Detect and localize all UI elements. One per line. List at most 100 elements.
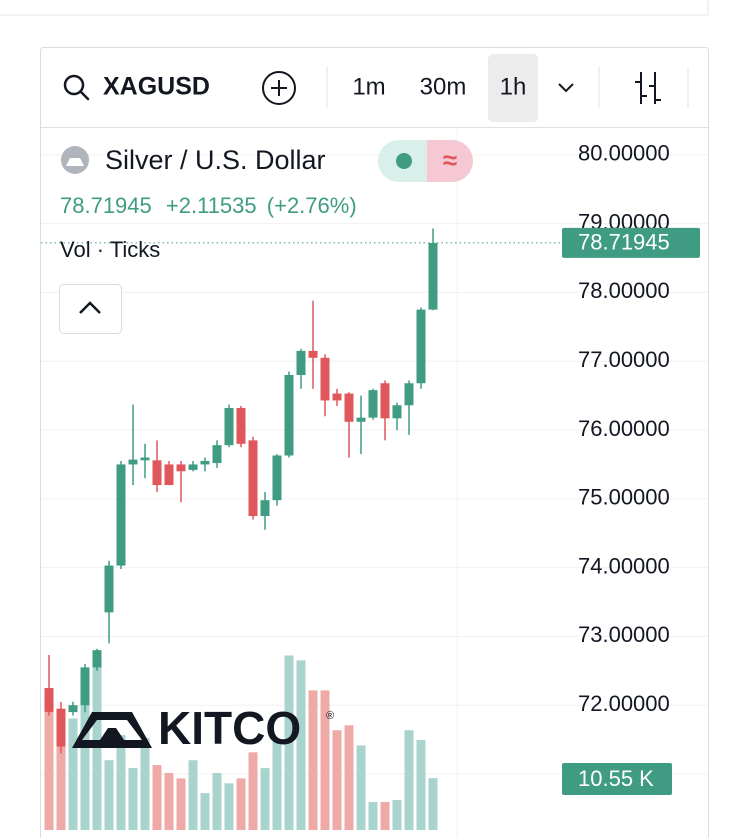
volume-bar bbox=[356, 745, 366, 830]
y-tick-label: 80.00000 bbox=[578, 141, 670, 166]
collapse-button[interactable] bbox=[59, 284, 122, 334]
active-interval-bg bbox=[488, 54, 538, 122]
volume-bar bbox=[212, 772, 222, 830]
candle-body bbox=[416, 309, 426, 384]
y-tick-label: 72.00000 bbox=[578, 691, 670, 716]
volume-bar bbox=[44, 688, 54, 830]
compare-button[interactable] bbox=[262, 71, 296, 105]
search-icon bbox=[63, 74, 85, 96]
volume-bar bbox=[428, 778, 438, 830]
volume-bar bbox=[272, 740, 282, 830]
volume-bar bbox=[248, 752, 258, 830]
candle-body bbox=[188, 464, 198, 470]
volume-bar bbox=[68, 718, 78, 830]
watermark-mark: ® bbox=[326, 710, 334, 722]
volume-bar bbox=[128, 768, 138, 830]
candle-body bbox=[164, 464, 174, 486]
y-tick-label: 75.00000 bbox=[578, 485, 670, 510]
legend-change: +2.11535 bbox=[166, 193, 257, 218]
legend-values: 78.71945 +2.11535 (+2.76%) bbox=[60, 193, 357, 218]
candle-body bbox=[212, 445, 222, 464]
search-icon-handle bbox=[79, 90, 90, 101]
volume-bar bbox=[308, 690, 318, 830]
legend-price: 78.71945 bbox=[60, 193, 152, 218]
watermark-logo bbox=[72, 712, 152, 748]
search-button[interactable]: XAGUSD bbox=[63, 73, 210, 101]
volume-bar bbox=[404, 730, 414, 830]
candle-body bbox=[200, 460, 210, 465]
candle-body bbox=[272, 455, 282, 501]
candle-body bbox=[308, 350, 318, 358]
candle-body bbox=[356, 417, 366, 422]
y-tick-label: 77.00000 bbox=[578, 347, 670, 372]
volume-bar bbox=[260, 768, 270, 830]
interval-button[interactable]: 1m bbox=[352, 73, 385, 100]
volume-legend: Vol · Ticks bbox=[60, 237, 160, 262]
candle-body bbox=[44, 688, 54, 713]
volume-bar bbox=[188, 760, 198, 830]
watermark: KITCO ® bbox=[72, 702, 334, 754]
volume-bar bbox=[140, 738, 150, 830]
interval-button[interactable]: 30m bbox=[420, 73, 467, 100]
volume-bar bbox=[164, 772, 174, 830]
candle-body bbox=[344, 393, 354, 422]
candle-body bbox=[260, 500, 270, 517]
volume-bar bbox=[296, 660, 306, 830]
volume-bar bbox=[320, 690, 330, 830]
candle-body bbox=[92, 650, 102, 668]
candle-body bbox=[56, 708, 66, 747]
candle-body bbox=[404, 383, 414, 406]
interval-button-active[interactable]: 1h bbox=[500, 73, 527, 100]
volume-bar bbox=[284, 655, 294, 830]
plus-circle bbox=[262, 71, 296, 105]
candle-body bbox=[128, 459, 138, 465]
volume-badge bbox=[562, 763, 672, 795]
volume-bar bbox=[416, 740, 426, 830]
y-tick-label: 74.00000 bbox=[578, 553, 670, 578]
chevron-up bbox=[79, 301, 101, 314]
widget-frame bbox=[40, 47, 709, 838]
volume-bar bbox=[224, 783, 234, 830]
status-pill-right bbox=[427, 140, 473, 182]
watermark-text: KITCO bbox=[158, 702, 301, 754]
candle-body bbox=[224, 408, 234, 446]
candle-body bbox=[428, 242, 438, 310]
y-tick-label: 76.00000 bbox=[578, 416, 670, 441]
legend-title: Silver / U.S. Dollar bbox=[105, 145, 326, 175]
volume-bar bbox=[116, 735, 126, 830]
candle-body bbox=[116, 464, 126, 566]
interval-dropdown[interactable] bbox=[558, 83, 574, 93]
candle-body bbox=[380, 383, 390, 419]
legend: Silver / U.S. Dollar ≈ 78.71945 +2.11535… bbox=[59, 140, 473, 334]
chart-style-button[interactable] bbox=[635, 72, 661, 104]
last-price-badge bbox=[562, 227, 700, 258]
candle-body bbox=[284, 374, 294, 456]
market-status-dot bbox=[396, 153, 412, 169]
candle-body bbox=[368, 390, 378, 418]
candle-body bbox=[248, 440, 258, 517]
last-price-label: 78.71945 bbox=[578, 230, 670, 255]
candle-body bbox=[392, 405, 402, 419]
volume-bar bbox=[380, 801, 390, 830]
candle-body bbox=[236, 408, 246, 444]
candle-body bbox=[152, 460, 162, 486]
volume-bar bbox=[56, 710, 66, 830]
volume-bar bbox=[80, 700, 90, 830]
candle-body bbox=[104, 565, 114, 613]
y-tick-label: 73.00000 bbox=[578, 622, 670, 647]
volume-bar bbox=[368, 801, 378, 830]
watermark-logo-inner bbox=[100, 728, 124, 740]
candle-body bbox=[296, 350, 306, 375]
volume-bar bbox=[236, 778, 246, 830]
candle-body bbox=[320, 357, 330, 401]
volume-bar bbox=[200, 793, 210, 830]
volume-bar bbox=[392, 800, 402, 830]
y-tick-label: 78.00000 bbox=[578, 278, 670, 303]
candle-body bbox=[140, 457, 150, 461]
candle-body bbox=[332, 393, 342, 401]
plus-icon bbox=[271, 80, 287, 96]
legend-change-pct: (+2.76%) bbox=[267, 193, 357, 218]
candle-body bbox=[68, 705, 78, 713]
volume-bar bbox=[176, 778, 186, 830]
